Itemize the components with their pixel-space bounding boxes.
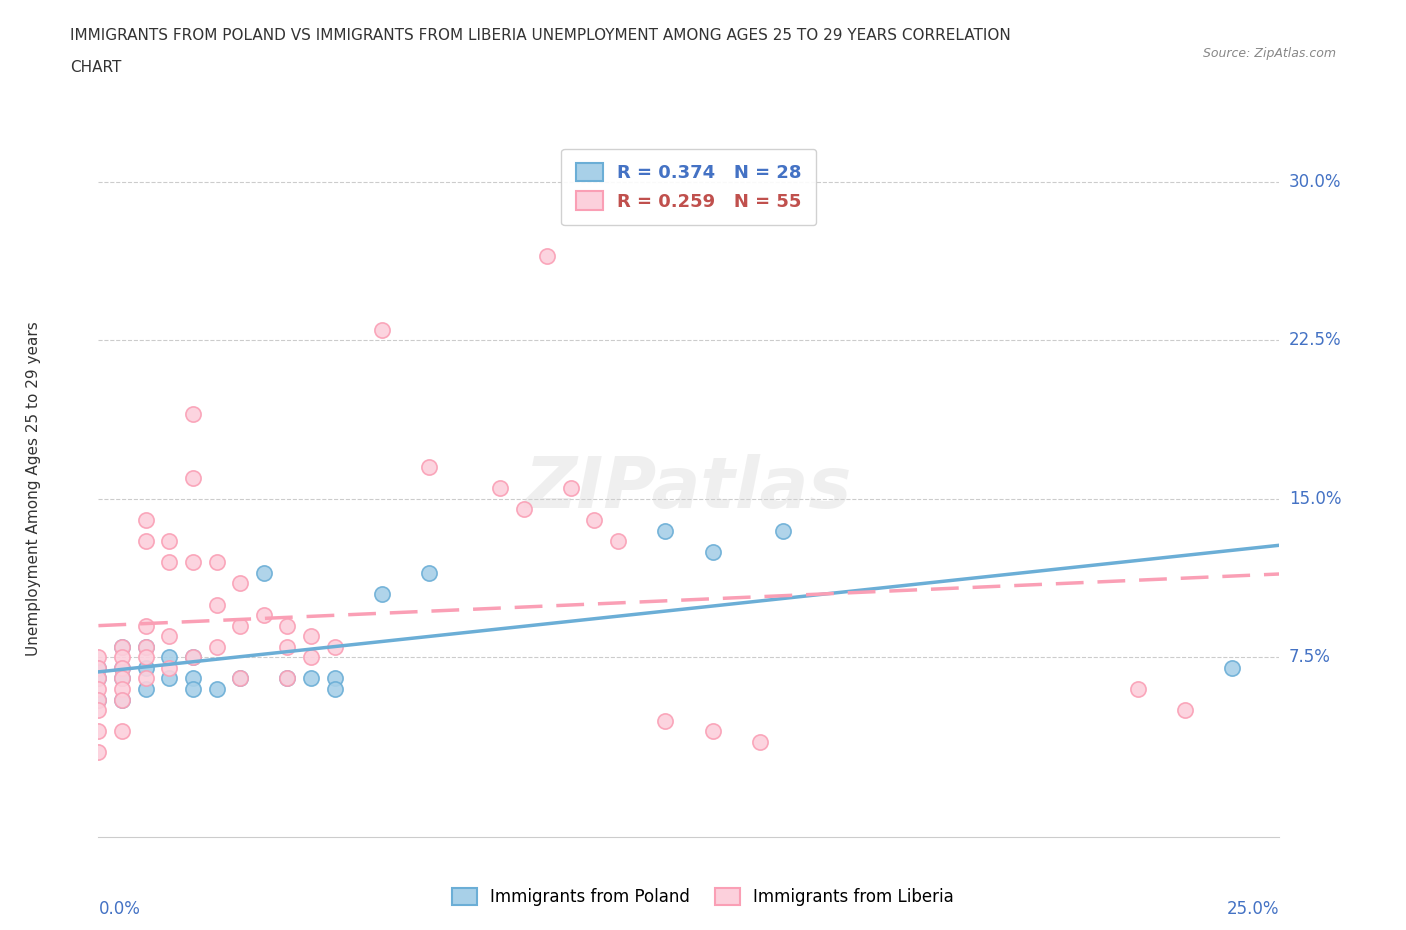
Point (229, 671, 252, 686)
Point (489, 481, 512, 496)
Point (181, 650, 204, 665)
Point (181, 555, 204, 570)
Point (702, 544, 724, 559)
Point (181, 650, 204, 665)
Point (111, 639, 134, 654)
Point (135, 512, 157, 527)
Point (205, 639, 228, 654)
Point (135, 650, 157, 665)
Point (181, 471, 204, 485)
Point (748, 735, 770, 750)
Point (157, 629, 180, 644)
Point (1126, 682, 1149, 697)
Point (323, 682, 346, 697)
Text: 7.5%: 7.5% (1289, 648, 1331, 666)
Point (654, 523, 676, 538)
Point (111, 692, 134, 707)
Point (135, 682, 157, 697)
Point (323, 639, 346, 654)
Point (229, 618, 252, 633)
Legend: R = 0.374   N = 28, R = 0.259   N = 55: R = 0.374 N = 28, R = 0.259 N = 55 (561, 149, 817, 225)
Point (181, 406, 204, 421)
Point (135, 618, 157, 633)
Point (512, 502, 534, 517)
Point (276, 671, 298, 686)
Point (87, 671, 110, 686)
Point (1220, 660, 1243, 675)
Point (253, 607, 276, 622)
Point (229, 576, 252, 591)
Point (157, 534, 180, 549)
Point (87, 724, 110, 738)
Point (229, 671, 252, 686)
Point (111, 724, 134, 738)
Text: IMMIGRANTS FROM POLAND VS IMMIGRANTS FROM LIBERIA UNEMPLOYMENT AMONG AGES 25 TO : IMMIGRANTS FROM POLAND VS IMMIGRANTS FRO… (70, 28, 1011, 43)
Point (111, 660, 134, 675)
Point (87, 682, 110, 697)
Point (299, 650, 322, 665)
Text: 22.5%: 22.5% (1289, 331, 1341, 350)
Point (253, 565, 276, 580)
Point (135, 639, 157, 654)
Point (299, 629, 322, 644)
Point (607, 534, 630, 549)
Point (87, 660, 110, 675)
Point (1174, 703, 1197, 718)
Point (111, 660, 134, 675)
Point (371, 323, 394, 338)
Point (583, 512, 606, 527)
Point (205, 597, 228, 612)
Point (135, 660, 157, 675)
Point (654, 713, 676, 728)
Text: Source: ZipAtlas.com: Source: ZipAtlas.com (1202, 46, 1336, 60)
Point (87, 671, 110, 686)
Text: Unemployment Among Ages 25 to 29 years: Unemployment Among Ages 25 to 29 years (25, 321, 41, 656)
Point (276, 618, 298, 633)
Point (111, 692, 134, 707)
Point (205, 555, 228, 570)
Point (157, 555, 180, 570)
Point (111, 682, 134, 697)
Point (135, 639, 157, 654)
Point (157, 660, 180, 675)
Text: CHART: CHART (70, 60, 122, 75)
Point (157, 650, 180, 665)
Point (111, 639, 134, 654)
Point (181, 671, 204, 686)
Point (560, 481, 582, 496)
Point (111, 671, 134, 686)
Point (205, 682, 228, 697)
Point (87, 703, 110, 718)
Point (87, 692, 110, 707)
Point (702, 724, 724, 738)
Text: 0.0%: 0.0% (98, 900, 141, 919)
Point (371, 587, 394, 602)
Point (87, 650, 110, 665)
Point (536, 248, 558, 263)
Point (323, 671, 346, 686)
Point (418, 459, 440, 474)
Point (111, 650, 134, 665)
Point (111, 671, 134, 686)
Point (135, 534, 157, 549)
Legend: Immigrants from Poland, Immigrants from Liberia: Immigrants from Poland, Immigrants from … (446, 881, 960, 912)
Point (772, 523, 794, 538)
Point (135, 671, 157, 686)
Point (418, 565, 440, 580)
Point (87, 745, 110, 760)
Text: 30.0%: 30.0% (1289, 173, 1341, 191)
Point (299, 671, 322, 686)
Point (276, 671, 298, 686)
Point (181, 682, 204, 697)
Point (157, 671, 180, 686)
Point (87, 660, 110, 675)
Text: 25.0%: 25.0% (1227, 900, 1279, 919)
Point (276, 639, 298, 654)
Text: ZIPatlas: ZIPatlas (526, 454, 852, 523)
Point (87, 692, 110, 707)
Text: 15.0%: 15.0% (1289, 490, 1341, 508)
